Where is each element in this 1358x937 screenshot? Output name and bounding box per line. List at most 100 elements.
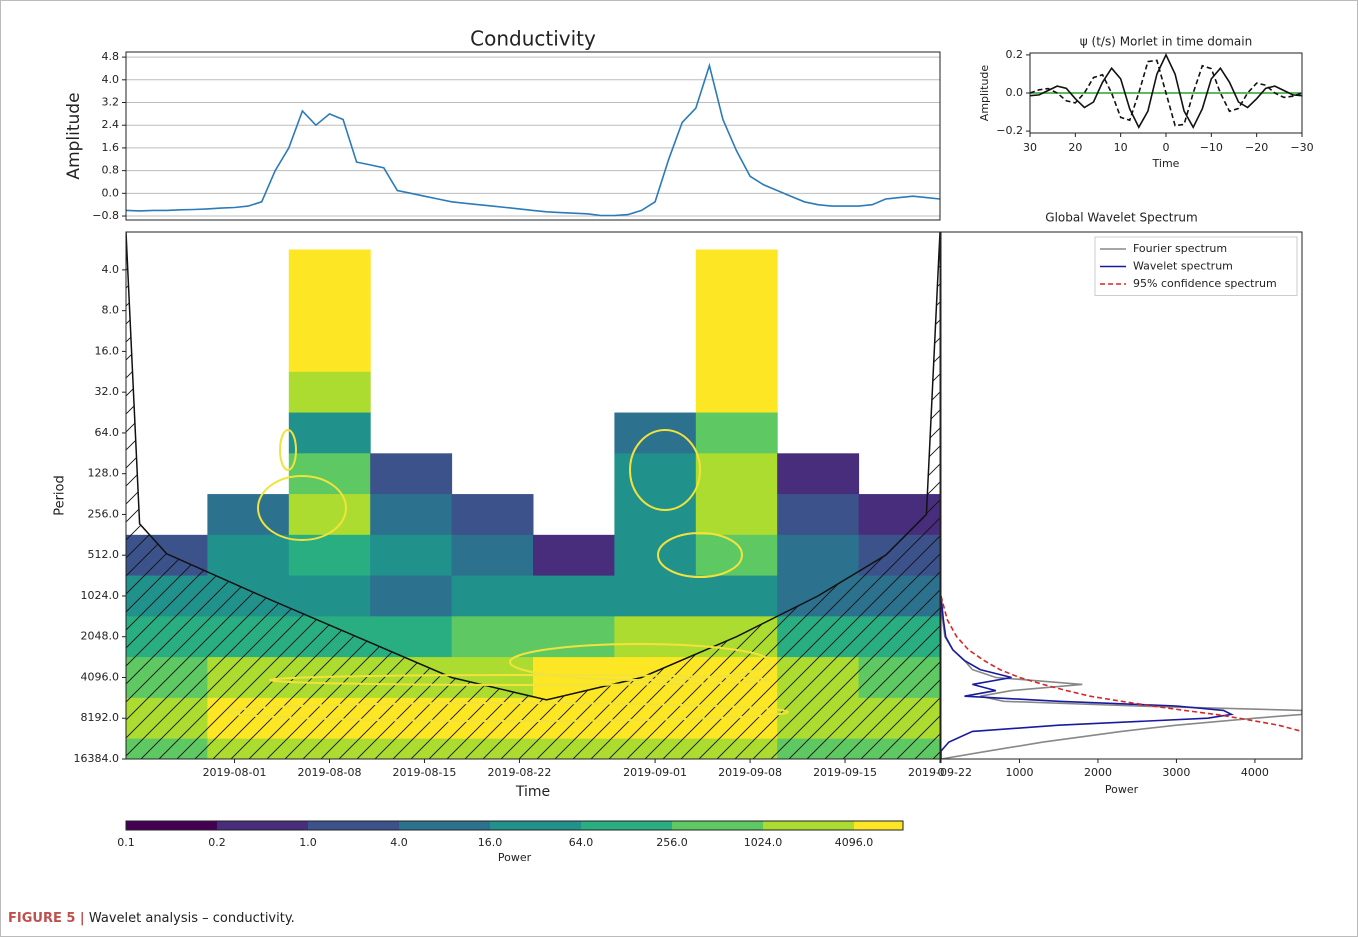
heatmap-cell xyxy=(451,494,534,536)
y-tick-label: 1024.0 xyxy=(81,589,120,602)
heatmap-cell xyxy=(207,494,290,536)
heatmap-cell xyxy=(695,371,778,414)
x-tick-label: 2019-08-01 xyxy=(203,766,267,779)
heatmap-cell xyxy=(370,534,453,577)
y-tick-label: 0.8 xyxy=(102,164,120,177)
heatmap-cell xyxy=(288,290,371,332)
x-tick-label: 0 xyxy=(938,766,945,779)
heatmap-cell xyxy=(451,616,534,658)
heatmap-cell xyxy=(288,371,371,414)
legend-label: Fourier spectrum xyxy=(1133,242,1227,255)
colorbar-frame xyxy=(125,820,904,831)
y-tick-label: 128.0 xyxy=(88,467,120,480)
heatmap-cell xyxy=(288,412,371,454)
significance-contour xyxy=(629,429,701,511)
significance-contour xyxy=(269,674,771,686)
x-tick-label: 2019-08-22 xyxy=(487,766,551,779)
y-tick-label: −0.2 xyxy=(996,124,1023,137)
x-tick-label: 2019-08-15 xyxy=(392,766,456,779)
legend-label: Wavelet spectrum xyxy=(1133,260,1233,273)
y-tick-label: 8.0 xyxy=(102,304,120,317)
x-axis-label: Time xyxy=(515,784,550,800)
heatmap-cell xyxy=(288,453,371,495)
heatmap-cell xyxy=(614,534,697,577)
x-axis-label: Power xyxy=(1105,783,1139,796)
cone-of-influence xyxy=(126,232,940,701)
heatmap-cell xyxy=(695,412,778,454)
x-tick-label: −30 xyxy=(1290,141,1313,154)
chart-title: ψ (t/s) Morlet in time domain xyxy=(1080,35,1252,49)
heatmap-cell xyxy=(777,534,860,577)
colorbar-segment xyxy=(763,821,854,830)
plot-frame xyxy=(125,231,941,760)
heatmap-cell xyxy=(288,534,371,577)
colorbar-tick-label: 64.0 xyxy=(569,836,594,849)
cone-of-influence-hatch xyxy=(126,232,940,759)
heatmap-cell xyxy=(288,249,371,291)
heatmap-cell xyxy=(370,453,453,495)
colorbar-tick-label: 0.1 xyxy=(117,836,135,849)
heatmap-cell xyxy=(695,494,778,536)
y-tick-label: 4096.0 xyxy=(81,670,120,683)
heatmap-cell xyxy=(614,616,697,658)
x-tick-label: 2019-08-08 xyxy=(298,766,362,779)
y-tick-label: 16384.0 xyxy=(74,752,120,765)
colorbar-segment xyxy=(581,821,672,830)
y-axis-label: Amplitude xyxy=(978,65,991,122)
heatmap-cell xyxy=(288,494,371,536)
colorbar-segment xyxy=(490,821,581,830)
data-line xyxy=(126,62,940,217)
x-tick-label: 2000 xyxy=(1084,766,1112,779)
colorbar-label: Power xyxy=(498,851,532,864)
y-tick-label: 0.0 xyxy=(1006,86,1024,99)
colorbar-segment xyxy=(854,821,903,830)
data-line xyxy=(1030,59,1302,127)
x-tick-label: 2019-09-22 xyxy=(908,766,972,779)
significance-contour xyxy=(509,643,771,681)
y-tick-label: 4.8 xyxy=(102,50,120,63)
x-tick-label: −20 xyxy=(1245,141,1268,154)
heatmap-cell xyxy=(207,534,290,577)
x-tick-label: 30 xyxy=(1023,141,1037,154)
colorbar-segment xyxy=(399,821,490,830)
x-tick-label: 2019-09-08 xyxy=(718,766,782,779)
x-axis-label: Time xyxy=(1152,157,1180,170)
heatmap-cell xyxy=(288,575,371,617)
data-line xyxy=(941,595,1302,733)
y-tick-label: 2.4 xyxy=(102,118,120,131)
colorbar-segment xyxy=(672,821,763,830)
plot-frame xyxy=(125,51,941,221)
y-tick-label: 1.6 xyxy=(102,141,120,154)
heatmap-cell xyxy=(695,331,778,373)
y-tick-label: 64.0 xyxy=(95,426,120,439)
heatmap-cell xyxy=(614,494,697,536)
y-tick-label: 8192.0 xyxy=(81,711,120,724)
legend-box xyxy=(1094,236,1298,296)
heatmap-cell xyxy=(695,290,778,332)
heatmap-cell xyxy=(695,453,778,495)
significance-contour xyxy=(657,532,743,578)
colorbar-tick-label: 256.0 xyxy=(656,836,688,849)
colorbar-segment xyxy=(308,821,399,830)
y-tick-label: 16.0 xyxy=(95,344,120,357)
data-line xyxy=(941,595,1234,759)
heatmap-cell xyxy=(614,453,697,495)
caption-label: FIGURE 5 | xyxy=(8,911,85,926)
significance-contours xyxy=(227,429,789,722)
y-tick-label: 32.0 xyxy=(95,385,120,398)
significance-contour xyxy=(279,429,297,471)
colorbar-segment xyxy=(217,821,308,830)
chart-title: Global Wavelet Spectrum xyxy=(1045,211,1197,225)
heatmap-cell xyxy=(288,331,371,373)
y-tick-label: 4.0 xyxy=(102,73,120,86)
data-line xyxy=(1030,53,1302,130)
caption-text: Wavelet analysis – conductivity. xyxy=(89,911,295,926)
y-tick-label: 2048.0 xyxy=(81,630,120,643)
colorbar-tick-label: 1024.0 xyxy=(744,836,783,849)
heatmap-cell xyxy=(695,575,778,617)
plot-frame xyxy=(940,231,1303,760)
y-tick-label: 0.2 xyxy=(1006,48,1024,61)
x-tick-label: 4000 xyxy=(1241,766,1269,779)
y-tick-label: 3.2 xyxy=(102,96,120,109)
